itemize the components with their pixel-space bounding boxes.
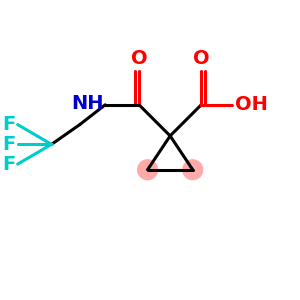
Text: NH: NH [71,94,104,113]
Text: O: O [193,49,209,68]
Circle shape [183,160,202,180]
Text: F: F [2,135,15,154]
Text: F: F [2,115,15,134]
Text: O: O [131,49,147,68]
Text: OH: OH [235,95,268,114]
Circle shape [138,160,158,180]
Text: F: F [2,154,15,174]
